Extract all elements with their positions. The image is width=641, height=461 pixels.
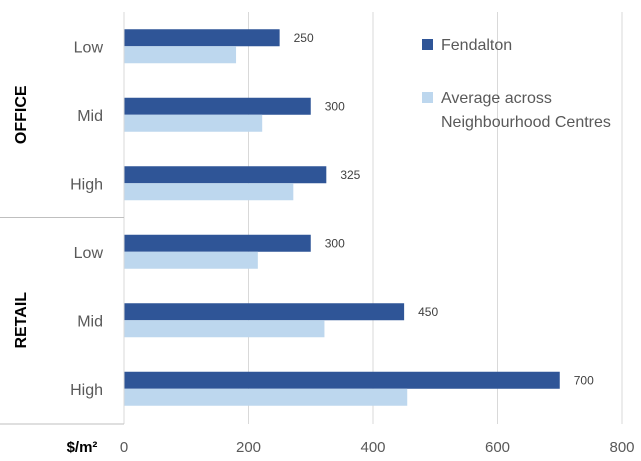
legend-entry: Average across (441, 90, 552, 107)
data-label: 300 (325, 99, 345, 113)
legend-entry: Neighbourhood Centres (441, 114, 611, 131)
x-tick-label: 800 (609, 439, 634, 456)
bar (124, 303, 405, 321)
data-label: 700 (574, 373, 594, 387)
group-label: OFFICE (13, 85, 30, 144)
x-tick-label: 400 (360, 439, 385, 456)
category-label: High (70, 176, 103, 193)
category-label: Mid (77, 108, 103, 125)
bar (124, 234, 311, 252)
data-label: 450 (418, 305, 438, 319)
legend-entry: Fendalton (441, 37, 512, 54)
bar (124, 371, 560, 389)
x-tick-label: 0 (120, 439, 128, 456)
bar (124, 166, 327, 184)
legend-swatch (422, 92, 433, 103)
unit-label: $/m² (67, 439, 98, 456)
x-tick-label: 200 (236, 439, 261, 456)
legend-swatch (422, 39, 433, 50)
data-label: 250 (294, 31, 314, 45)
legend: Fendalton Average across Neighbourhood Cen… (422, 37, 611, 131)
bar (124, 320, 325, 338)
bar (124, 97, 311, 115)
bar (124, 251, 258, 269)
gridlines (248, 12, 623, 424)
bar (124, 46, 237, 64)
axes: 0 200 400 600 800 Low Mid High OFFICE Low Mid High R… (0, 12, 635, 456)
category-label: High (70, 382, 103, 399)
data-labels: 250 300 325 300 450 700 (294, 31, 594, 388)
bar (124, 183, 294, 201)
x-tick-label: 600 (485, 439, 510, 456)
bar (124, 29, 280, 47)
category-label: Mid (77, 313, 103, 330)
group-label: RETAIL (13, 292, 30, 349)
data-label: 300 (325, 236, 345, 250)
bar (124, 388, 408, 406)
category-label: Low (74, 245, 104, 262)
data-label: 325 (340, 168, 360, 182)
bar (124, 114, 263, 132)
category-label: Low (74, 39, 104, 56)
bars (124, 29, 560, 406)
